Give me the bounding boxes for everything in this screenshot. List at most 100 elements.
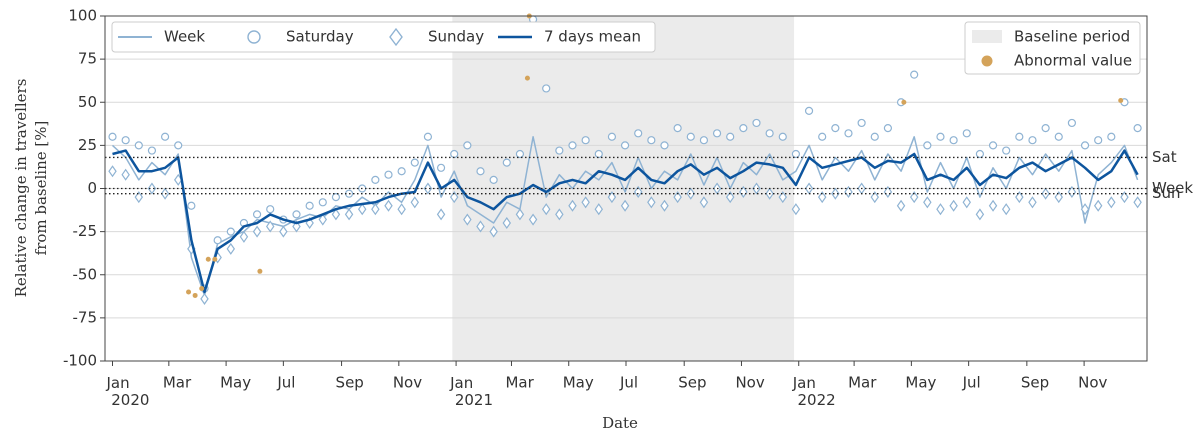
abnormal-marker [192, 292, 198, 298]
saturday-marker [726, 132, 735, 141]
legend-swatch [389, 27, 403, 47]
abnormal-marker [199, 286, 205, 292]
sunday-marker [200, 292, 209, 305]
saturday-marker [134, 141, 143, 150]
x-tick-label: Mar [848, 374, 877, 392]
saturday-marker [292, 210, 301, 219]
sunday-marker [647, 196, 656, 209]
sunday-marker [463, 213, 472, 226]
saturday-marker [831, 124, 840, 133]
saturday-marker [213, 236, 222, 245]
sunday-marker [357, 203, 367, 216]
saturday-marker [187, 201, 196, 210]
sunday-marker [1080, 203, 1090, 216]
sunday-marker [660, 199, 669, 212]
sunday-marker [870, 191, 879, 204]
saturday-marker [463, 141, 472, 150]
saturday-marker [699, 136, 709, 145]
saturday-marker [252, 210, 262, 219]
x-tick-label: Nov [735, 374, 764, 392]
reference-label: Week [1152, 179, 1193, 197]
sunday-marker [844, 185, 853, 198]
plot-frame [104, 15, 1148, 362]
saturday-marker [923, 141, 932, 150]
abnormal-marker [205, 256, 211, 262]
sunday-marker [896, 199, 906, 212]
sunday-marker [423, 182, 433, 195]
legend-label: Week [164, 28, 205, 46]
saturday-marker [397, 167, 406, 176]
sunday-marker [1067, 185, 1077, 198]
sunday-marker [923, 196, 932, 209]
sunday-marker [936, 203, 945, 216]
saturday-marker [318, 198, 327, 207]
sunday-marker [239, 230, 249, 243]
saturday-marker [765, 129, 774, 138]
sunday-marker [831, 187, 840, 200]
y-tick-label: -25 [73, 222, 98, 240]
sunday-marker [449, 191, 459, 204]
saturday-marker [1054, 132, 1063, 141]
sunday-marker [318, 213, 328, 226]
sunday-marker [975, 208, 985, 221]
saturday-marker [752, 118, 761, 128]
sunday-marker [397, 203, 406, 216]
sunday-marker [331, 208, 341, 221]
sunday-marker [489, 225, 498, 238]
saturday-marker [226, 227, 235, 236]
saturday-marker [594, 149, 603, 159]
sunday-marker [962, 196, 971, 209]
saturday-marker [489, 175, 498, 184]
legend-swatch [247, 30, 261, 44]
sunday-marker [1120, 191, 1129, 204]
saturday-marker [818, 132, 827, 141]
saturday-marker [542, 84, 551, 93]
sunday-marker [1001, 203, 1011, 216]
sunday-marker [633, 185, 643, 198]
x-tick-label: Jul [619, 374, 638, 392]
x-tick-label: Mar [505, 374, 534, 392]
saturday-marker [988, 141, 998, 150]
sunday-marker [778, 191, 788, 204]
y-tick-label: -75 [73, 308, 98, 326]
sunday-marker [568, 199, 577, 212]
sunday-marker [410, 196, 420, 209]
abnormal-marker [212, 256, 218, 262]
saturday-marker [502, 158, 511, 167]
legend-swatch [972, 30, 1002, 43]
x-tick-label: Sep [678, 374, 706, 392]
sunday-marker [988, 199, 998, 212]
saturday-marker [673, 124, 682, 133]
y-tick-label: 50 [78, 93, 97, 111]
saturday-marker [804, 106, 814, 115]
x-tick-label: May [563, 374, 594, 392]
saturday-marker [949, 136, 958, 145]
x-axis-label: Date [602, 414, 638, 432]
x-tick-label: Nov [1078, 374, 1107, 392]
legend-label: 7 days mean [544, 28, 641, 46]
saturday-marker [712, 129, 722, 138]
saturday-marker [962, 129, 971, 138]
saturday-marker [910, 70, 919, 79]
sunday-marker [752, 182, 761, 195]
saturday-marker [936, 132, 945, 141]
y-tick-label: 25 [78, 136, 97, 154]
y-axis-label: Relative change in travellers [12, 79, 30, 298]
abnormal-marker [901, 99, 907, 105]
reference-label: Sun [1152, 184, 1181, 202]
y-axis-label: from baseline [%] [32, 121, 50, 256]
legend-label: Saturday [286, 28, 354, 46]
saturday-marker [1041, 124, 1050, 133]
saturday-marker [1080, 141, 1090, 150]
x-tick-label: Jan 2022 [792, 374, 836, 409]
saturday-marker [778, 132, 787, 141]
x-tick-label: Sep [336, 374, 364, 392]
saturday-marker [791, 149, 801, 159]
saturday-marker [476, 167, 485, 176]
sunday-marker [817, 191, 827, 204]
sunday-marker [108, 165, 117, 178]
saturday-marker [1094, 136, 1103, 145]
abnormal-marker [257, 268, 263, 274]
saturday-marker [371, 175, 380, 184]
saturday-marker [647, 136, 656, 145]
